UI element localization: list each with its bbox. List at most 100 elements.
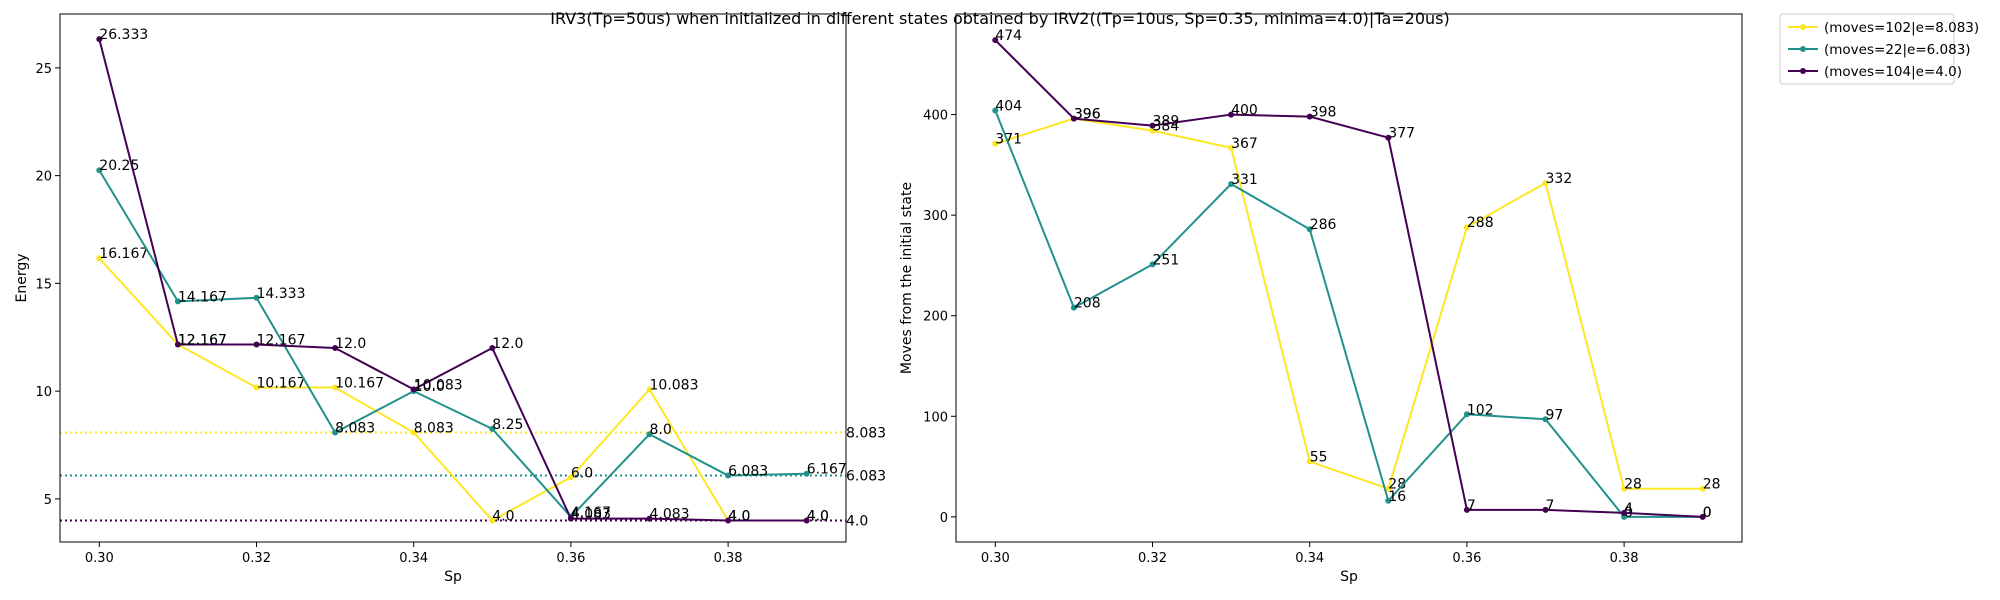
moves-data-point — [1542, 179, 1549, 186]
energy-data-point — [725, 517, 732, 524]
energy-data-point — [253, 294, 260, 301]
moves-data-point — [1621, 485, 1628, 492]
moves-data-point — [1070, 115, 1077, 122]
moves-data-label: 102 — [1467, 402, 1494, 418]
moves-x-axis-label: Sp — [1340, 569, 1358, 585]
moves-x-tick-label: 0.36 — [1452, 551, 1481, 566]
moves-data-point — [1463, 411, 1470, 418]
moves-data-label: 16 — [1388, 489, 1406, 505]
moves-data-point — [1306, 458, 1313, 465]
legend-swatch-marker — [1800, 68, 1806, 74]
moves-data-point — [1306, 226, 1313, 233]
moves-data-label: 400 — [1231, 103, 1258, 119]
energy-chart-panel: 8.083 6.083 4.0 16.167 12.167 10.167 10.167 8.0… — [14, 13, 886, 585]
moves-series-line — [994, 110, 1703, 518]
energy-data-point — [332, 429, 339, 436]
energy-data-point — [174, 298, 181, 305]
energy-data-label: 16.167 — [99, 246, 148, 262]
energy-data-point — [803, 517, 810, 524]
energy-series-line — [98, 38, 807, 522]
energy-x-tick-label: 0.36 — [556, 551, 585, 566]
energy-data-label: 4.0 — [492, 508, 514, 524]
legend-frame — [1779, 13, 1955, 85]
energy-y-tick-label: 10 — [35, 385, 52, 400]
energy-data-point — [567, 474, 574, 481]
moves-series-line — [994, 39, 1703, 518]
moves-y-tick-label: 400 — [923, 109, 948, 124]
moves-data-point — [1385, 134, 1392, 141]
moves-x-tick-label: 0.34 — [1295, 551, 1324, 566]
moves-data-label: 398 — [1310, 105, 1337, 121]
moves-data-label: 0 — [1703, 505, 1712, 521]
moves-data-point — [1385, 485, 1392, 492]
energy-x-tick-label: 0.30 — [85, 551, 114, 566]
moves-data-point — [1463, 224, 1470, 231]
moves-data-point — [1149, 261, 1156, 268]
legend-entry-label: (moves=102|e=8.083) — [1824, 20, 1979, 36]
energy-data-point — [410, 429, 417, 436]
energy-data-point — [96, 167, 103, 174]
legend-entry-label: (moves=104|e=4.0) — [1824, 64, 1962, 80]
moves-data-label: 404 — [995, 99, 1022, 115]
energy-data-label: 6.083 — [728, 464, 768, 480]
energy-data-point — [489, 425, 496, 432]
moves-data-label: 286 — [1310, 217, 1337, 233]
legend-swatch-marker — [1800, 24, 1806, 30]
moves-data-label: 331 — [1231, 172, 1258, 188]
energy-data-point — [646, 386, 653, 393]
energy-data-label: 14.333 — [257, 286, 306, 302]
energy-y-tick-label: 25 — [35, 62, 52, 77]
legend-swatch-marker — [1800, 46, 1806, 52]
energy-data-label: 8.083 — [335, 420, 375, 436]
energy-data-label: 12.167 — [257, 332, 306, 348]
moves-data-point — [1070, 304, 1077, 311]
moves-data-label: 396 — [1074, 107, 1101, 123]
moves-data-label: 28 — [1703, 477, 1721, 493]
energy-data-point — [174, 341, 181, 348]
moves-data-point — [992, 107, 999, 114]
energy-reference-label: 8.083 — [846, 425, 886, 441]
energy-x-tick-label: 0.38 — [714, 551, 743, 566]
legend-entry-label: (moves=22|e=6.083) — [1824, 42, 1971, 58]
energy-data-point — [646, 431, 653, 438]
energy-data-point — [332, 384, 339, 391]
energy-data-point — [253, 384, 260, 391]
energy-data-label: 10.083 — [414, 377, 463, 393]
energy-data-label: 8.0 — [650, 422, 672, 438]
moves-data-label: 332 — [1546, 171, 1573, 187]
moves-x-tick-label: 0.32 — [1138, 551, 1167, 566]
energy-data-point — [489, 517, 496, 524]
moves-data-label: 288 — [1467, 215, 1494, 231]
moves-x-tick-label: 0.30 — [981, 551, 1010, 566]
energy-x-tick-label: 0.34 — [399, 551, 428, 566]
energy-data-label: 4.083 — [650, 507, 690, 523]
moves-data-label: 389 — [1153, 114, 1180, 130]
moves-data-point — [1149, 122, 1156, 129]
moves-data-point — [992, 140, 999, 147]
moves-axes-frame — [955, 13, 1743, 543]
moves-data-point — [1228, 180, 1235, 187]
energy-data-label: 10.167 — [257, 376, 306, 392]
moves-data-label: 97 — [1546, 407, 1564, 423]
moves-data-point — [1306, 113, 1313, 120]
energy-data-label: 26.333 — [99, 27, 148, 43]
energy-y-tick-label: 15 — [35, 277, 52, 292]
energy-data-label: 6.167 — [807, 462, 847, 478]
energy-data-label: 4.0 — [728, 508, 750, 524]
energy-data-point — [567, 515, 574, 522]
energy-data-label: 20.25 — [99, 158, 139, 174]
moves-data-label: 7 — [1546, 498, 1555, 514]
moves-data-label: 474 — [995, 28, 1022, 44]
moves-data-point — [1385, 497, 1392, 504]
moves-data-label: 0 — [1703, 505, 1712, 521]
energy-data-label: 8.25 — [492, 417, 523, 433]
moves-data-point — [1228, 144, 1235, 151]
moves-data-label: 28 — [1388, 477, 1406, 493]
moves-y-tick-label: 200 — [923, 310, 948, 325]
energy-data-label: 12.167 — [178, 332, 227, 348]
energy-y-axis-label: Energy — [14, 253, 30, 302]
moves-y-tick-label: 300 — [923, 209, 948, 224]
energy-data-label: 4.167 — [571, 505, 611, 521]
